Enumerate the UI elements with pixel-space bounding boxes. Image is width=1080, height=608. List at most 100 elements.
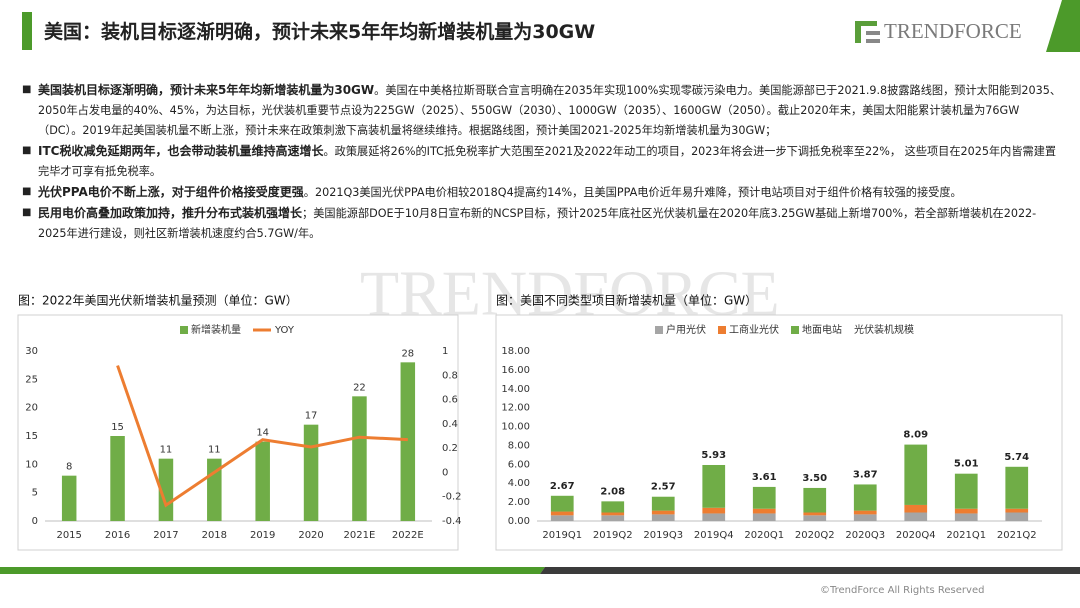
y-tick-label: 18.00 (501, 346, 530, 357)
x-tick-label: 2015 (56, 530, 81, 541)
bar (158, 458, 174, 521)
y2-tick-label: 0.6 (442, 395, 458, 406)
watermark: TRENDFORCE (360, 258, 780, 329)
bar-segment (651, 510, 675, 515)
legend-label: 新增装机量 (191, 323, 241, 336)
footer-band (540, 567, 1080, 574)
x-tick-label: 2017 (153, 530, 178, 541)
bar-segment (803, 515, 827, 521)
data-label: 2.08 (600, 486, 625, 497)
y2-tick-label: 0.4 (442, 419, 458, 430)
bar-segment (954, 473, 978, 509)
chart-title: 图：2022年美国光伏新增装机量预测（单位：GW） (18, 293, 298, 308)
y2-tick-label: 0.2 (442, 443, 458, 454)
legend-label: 工商业光伏 (729, 323, 779, 336)
data-label: 3.61 (752, 472, 777, 483)
y-tick-label: 16.00 (501, 365, 530, 376)
x-tick-label: 2016 (105, 530, 130, 541)
data-label: 11 (160, 445, 173, 456)
bar-segment (752, 508, 776, 514)
bar (352, 396, 367, 521)
footer: ©TrendForce All Rights Reserved (820, 585, 985, 596)
bar-segment (550, 515, 574, 521)
data-label: 5.93 (701, 450, 726, 461)
x-tick-label: 2019Q4 (694, 530, 734, 541)
x-tick-label: 2020Q3 (845, 530, 885, 541)
y-tick-label: 10 (25, 459, 38, 470)
chart-title: 图：美国不同类型项目新增装机量（单位：GW） (496, 293, 757, 308)
data-label: 8.09 (903, 430, 928, 441)
bar (400, 362, 416, 521)
legend-marker (655, 326, 663, 334)
bullet-lead: 民用电价高叠加政策加持，推升分布式装机强增长 (38, 206, 303, 220)
data-label: 15 (111, 422, 124, 433)
bar-segment (1005, 466, 1029, 509)
bullet-text: 。政策展延将26%的ITC抵免税率扩大范围至2021及2022年动工的项目，20… (38, 145, 1057, 178)
bar-segment (702, 513, 726, 521)
bar-segment (601, 515, 625, 521)
bar-segment (853, 514, 877, 521)
logo-icon (855, 21, 880, 43)
y-tick-label: 5 (32, 488, 38, 499)
bar (303, 424, 319, 521)
logo-text: TRENDFORCE (884, 19, 1022, 43)
legend-label: 地面电站 (802, 323, 842, 336)
y-tick-label: 15 (25, 431, 38, 442)
y2-tick-label: 1 (442, 346, 448, 357)
bar-segment (651, 514, 675, 521)
data-label: 17 (305, 411, 318, 422)
x-tick-label: 2020Q2 (795, 530, 835, 541)
bar-segment (702, 507, 726, 514)
bullet-list: 美国装机目标逐渐明确，预计未来5年年均新增装机量为30GW。美国在中美格拉斯哥联… (22, 80, 1062, 244)
bar-segment (1005, 508, 1029, 513)
y-tick-label: 8.00 (508, 440, 530, 451)
y-tick-label: 6.00 (508, 459, 530, 470)
legend-marker (180, 326, 188, 334)
data-label: 28 (401, 348, 414, 359)
data-label: 2.67 (550, 481, 575, 492)
x-tick-label: 2020Q4 (896, 530, 936, 541)
y2-tick-label: 0.8 (442, 370, 458, 381)
bar-segment (853, 484, 877, 511)
y2-tick-label: -0.4 (442, 516, 462, 527)
legend-marker (718, 326, 726, 334)
x-tick-label: 2019Q1 (542, 530, 582, 541)
y-tick-label: 30 (25, 346, 38, 357)
bar-segment (904, 444, 928, 505)
data-label: 14 (256, 428, 269, 439)
x-tick-label: 2021E (344, 530, 376, 541)
data-label: 8 (66, 462, 72, 473)
legend-label: 户用光伏 (666, 323, 706, 336)
data-label: 5.74 (1004, 452, 1029, 463)
bar-segment (601, 512, 625, 516)
x-tick-label: 2022E (392, 530, 424, 541)
bar-segment (853, 510, 877, 515)
y-tick-label: 2.00 (508, 497, 530, 508)
y-tick-label: 0 (32, 516, 38, 527)
bar-segment (752, 486, 776, 509)
header-accent (22, 12, 32, 50)
data-label: 5.01 (954, 459, 979, 470)
y-tick-label: 20 (25, 403, 38, 414)
bullet: ITC税收减免延期两年，也会带动装机量维持高速增长。政策展延将26%的ITC抵免… (22, 141, 1062, 182)
chart-frame (495, 314, 1063, 551)
x-tick-label: 2019Q2 (593, 530, 633, 541)
bullet-lead: 美国装机目标逐渐明确，预计未来5年年均新增装机量为30GW (38, 83, 375, 97)
x-tick-label: 2020Q1 (744, 530, 784, 541)
bar-segment (954, 508, 978, 514)
y-tick-label: 14.00 (501, 384, 530, 395)
x-tick-label: 2021Q1 (946, 530, 986, 541)
bar (61, 475, 77, 521)
bar-segment (752, 513, 776, 521)
bullet: 光伏PPA电价不断上涨，对于组件价格接受度更强。2021Q3美国光伏PPA电价相… (22, 182, 1062, 203)
bar-segment (601, 501, 625, 513)
bar-segment (550, 511, 574, 516)
bullet-lead: 光伏PPA电价不断上涨，对于组件价格接受度更强 (38, 185, 304, 199)
legend-marker (791, 326, 799, 334)
x-tick-label: 2019 (250, 530, 275, 541)
bar (255, 441, 270, 521)
legend-label: YOY (274, 325, 295, 336)
bullet-text: 。2021Q3美国光伏PPA电价相较2018Q4提高约14%，且美国PPA电价近… (303, 186, 962, 199)
